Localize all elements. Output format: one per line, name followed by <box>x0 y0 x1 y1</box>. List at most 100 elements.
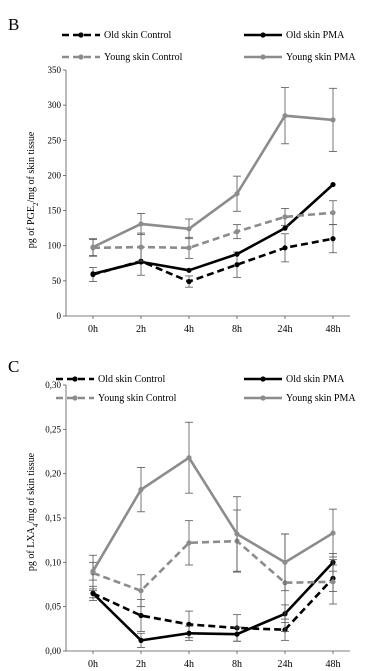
data-point <box>90 590 96 596</box>
legend-label: Old skin PMA <box>286 30 345 41</box>
legend-entry-young-skin-pma: Young skin PMA <box>244 52 356 63</box>
data-point <box>138 487 144 493</box>
data-point <box>186 621 192 628</box>
legend-entry-old-skin-control: Old skin Control <box>62 30 171 41</box>
panel-c: C Old skin Control Old skin PMA Young skin… <box>8 357 356 670</box>
data-point <box>138 637 144 643</box>
y-axis-label-text: pg of LXA <box>26 526 37 571</box>
x-tick-label: 2h <box>136 659 146 670</box>
data-point <box>234 631 240 637</box>
legend-entry-old-skin-control: Old skin Control <box>56 374 165 385</box>
data-point <box>282 559 288 565</box>
data-point <box>330 579 336 585</box>
legend-marker <box>72 395 78 401</box>
data-point <box>282 214 288 220</box>
data-point <box>186 245 192 251</box>
x-tick-label: 48h <box>326 659 341 670</box>
x-tick-label: 8h <box>232 659 242 670</box>
series-young-skin-pma <box>89 421 337 592</box>
x-tick-label: 8h <box>232 324 242 335</box>
x-tick-label: 24h <box>278 659 293 670</box>
data-point <box>186 630 192 636</box>
data-point <box>138 588 144 594</box>
data-point <box>234 262 240 268</box>
series-young-skin-control <box>89 509 337 632</box>
y-axis-label-text-end: /mg of skin tissue <box>26 131 37 202</box>
series-old-skin-control <box>89 224 337 288</box>
data-point <box>330 210 336 216</box>
series-old-skin-pma <box>89 553 337 648</box>
y-axis-label: pg of LXA4/mg of skin tissue <box>26 452 40 571</box>
legend-marker <box>78 54 84 60</box>
legend-label: Young skin PMA <box>286 52 356 63</box>
y-tick-label: 100 <box>48 241 62 251</box>
data-point <box>186 540 192 546</box>
y-axis-label-subscript: 4 <box>32 523 40 527</box>
data-point <box>90 244 96 250</box>
legend-marker <box>260 54 266 60</box>
y-tick-label: 350 <box>48 65 62 75</box>
x-tick-label: 0h <box>88 324 98 335</box>
legend-marker <box>78 32 84 38</box>
x-tick-label: 2h <box>136 324 146 335</box>
axes: 0,00 0,05 0,10 0,15 0,20 0,25 0,30 0h 2h 4h 8h 24h 4… <box>45 380 350 670</box>
legend-entry-young-skin-pma: Young skin PMA <box>244 393 356 404</box>
legend-marker <box>260 376 266 382</box>
legend-entry-old-skin-pma: Old skin PMA <box>244 374 345 385</box>
y-tick-label: 0,25 <box>45 424 61 434</box>
data-point <box>138 612 144 619</box>
x-tick-label: 48h <box>326 324 341 335</box>
y-tick-label: 150 <box>48 206 62 216</box>
data-point <box>186 278 192 285</box>
series-line <box>92 183 334 276</box>
data-point <box>138 259 144 265</box>
data-point <box>234 229 240 235</box>
data-point <box>90 568 96 574</box>
series-line <box>92 211 334 250</box>
y-tick-label: 0 <box>57 311 62 321</box>
series-line <box>92 114 334 249</box>
y-tick-label: 250 <box>48 135 62 145</box>
data-point <box>90 271 96 277</box>
series-line <box>92 237 334 283</box>
data-point <box>234 531 240 537</box>
series-young-skin-pma <box>89 87 337 256</box>
legend-label: Young skin Control <box>98 393 177 404</box>
legend-entry-young-skin-control: Young skin Control <box>56 393 177 404</box>
data-point <box>234 251 240 257</box>
y-tick-label: 0,00 <box>45 646 61 656</box>
panel-label: B <box>8 15 19 34</box>
data-point <box>138 244 144 250</box>
data-point <box>330 181 336 188</box>
legend-label: Young skin PMA <box>286 393 356 404</box>
legend-marker <box>260 32 266 38</box>
x-tick-label: 0h <box>88 659 98 670</box>
data-point <box>282 245 288 251</box>
series-old-skin-control <box>89 564 337 642</box>
series-line <box>92 561 334 642</box>
series-old-skin-pma <box>90 181 336 277</box>
legend-label: Old skin PMA <box>286 374 345 385</box>
y-axis-label-text: pg of PGE <box>26 206 37 248</box>
y-tick-label: 0,15 <box>45 513 61 523</box>
x-tick-label: 4h <box>184 659 194 670</box>
y-tick-label: 0,20 <box>45 469 61 479</box>
data-point <box>330 236 336 242</box>
axes: 0 50 100 150 200 250 300 350 0h 2h 4h 8h 24h 48h <box>48 65 350 335</box>
data-point <box>234 191 240 197</box>
y-axis-label: pg of PGE2/mg of skin tissue <box>26 131 40 248</box>
legend-label: Old skin Control <box>98 374 165 385</box>
legend-label: Old skin Control <box>104 30 171 41</box>
legend-entry-young-skin-control: Young skin Control <box>62 52 183 63</box>
y-tick-label: 0,30 <box>45 380 61 390</box>
data-point <box>186 455 192 461</box>
y-tick-label: 300 <box>48 100 62 110</box>
y-axis-label-subscript: 2 <box>32 202 40 206</box>
data-point <box>186 267 192 273</box>
panel-b: B Old skin Control Old skin PMA Young skin… <box>8 15 356 335</box>
series-line <box>92 577 334 632</box>
legend-entry-old-skin-pma: Old skin PMA <box>244 30 345 41</box>
y-tick-label: 50 <box>52 276 62 286</box>
y-tick-label: 0,05 <box>45 602 61 612</box>
